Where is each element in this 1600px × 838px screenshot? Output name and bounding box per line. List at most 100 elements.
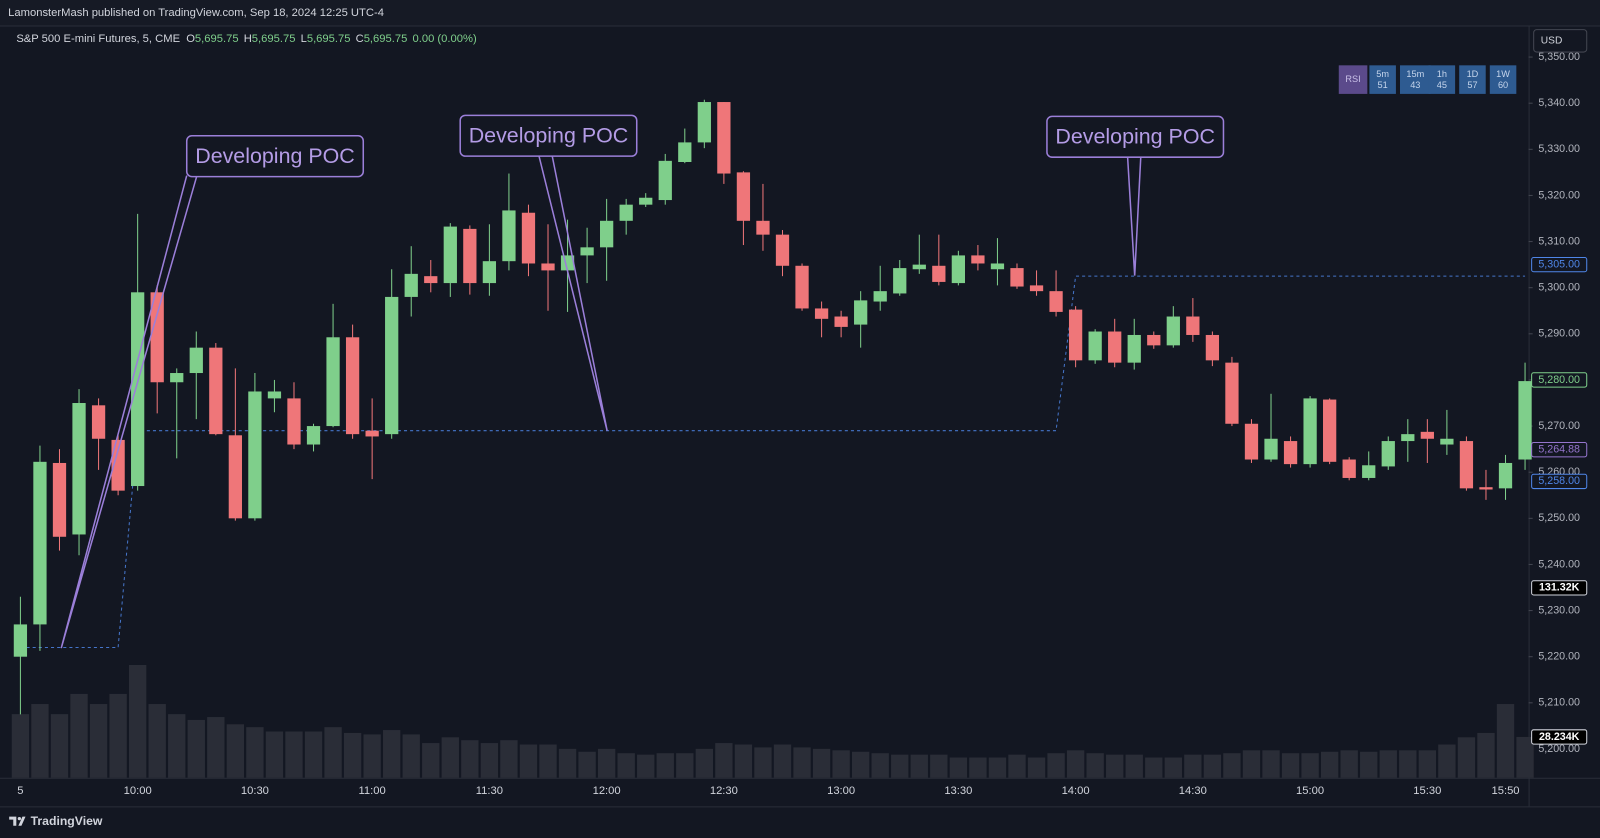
- volume-label-box: [1531, 729, 1588, 745]
- candle-body: [1381, 441, 1395, 467]
- candle-body: [385, 296, 399, 435]
- y-tick-label: 5,350.00: [1538, 51, 1580, 63]
- volume-bar: [754, 747, 772, 778]
- candle-body: [365, 430, 379, 437]
- candle-body: [893, 268, 907, 294]
- x-tick-label: 14:00: [1062, 785, 1090, 797]
- candle-body: [1166, 316, 1180, 346]
- candle-body: [111, 439, 125, 491]
- rsi-cell: [1369, 65, 1396, 94]
- volume-bar: [1242, 750, 1261, 778]
- volume-bar: [871, 753, 889, 778]
- volume-bar: [812, 748, 831, 778]
- price-label-box: [1531, 473, 1588, 490]
- candle-body: [678, 142, 692, 163]
- candle-body: [932, 265, 946, 282]
- volume-bar: [383, 730, 401, 778]
- volume-bar: [1438, 744, 1456, 778]
- volume-bar: [70, 693, 88, 778]
- volume-bar: [1047, 753, 1065, 778]
- rsi-cell: [1400, 65, 1431, 94]
- volume-bar: [578, 751, 596, 778]
- volume-bar: [500, 740, 518, 778]
- rsi-cell: [1459, 65, 1486, 94]
- volume-bar: [441, 737, 459, 778]
- x-tick-label: 11:30: [476, 785, 503, 797]
- rsi-cell: [1489, 65, 1517, 94]
- volume-bar: [226, 724, 245, 778]
- x-tick-label: 13:00: [827, 785, 855, 797]
- legend-key: O: [186, 33, 195, 45]
- candle-body: [795, 265, 809, 309]
- x-tick-label: 12:00: [593, 785, 621, 797]
- volume-bar: [597, 748, 616, 778]
- candle-body: [1420, 431, 1434, 439]
- candle-body: [1049, 291, 1063, 312]
- candle-body: [463, 228, 477, 284]
- candle-body: [658, 160, 672, 201]
- symbol-title: S&P 500 E-mini Futures, 5, CME: [16, 33, 180, 45]
- callout-text: Developing POC: [195, 144, 355, 168]
- candle-body: [834, 316, 848, 327]
- y-tick-label: 5,290.00: [1538, 328, 1580, 340]
- candle-body: [1088, 331, 1102, 361]
- rsi-label-cell: [1338, 65, 1368, 94]
- poc-line: [20, 275, 1526, 648]
- y-tick-label: 5,250.00: [1538, 512, 1580, 524]
- volume-bar: [1477, 732, 1495, 778]
- volume-bar: [109, 693, 127, 778]
- y-tick-label: 5,200.00: [1538, 743, 1580, 755]
- volume-bar: [969, 757, 987, 778]
- volume-bar: [539, 744, 557, 778]
- brand-logo: [9, 816, 26, 826]
- y-tick-label: 5,210.00: [1538, 697, 1580, 709]
- candle-body: [1459, 441, 1474, 489]
- price-label: 5,258.00: [1538, 475, 1580, 487]
- candle-body: [990, 263, 1005, 270]
- currency[interactable]: USD: [1541, 36, 1563, 47]
- volume-bar: [793, 747, 811, 778]
- rsi-value: 45: [1437, 80, 1447, 90]
- legend: S&P 500 E-mini Futures, 5, CME O5,695.75 H…: [16, 33, 477, 45]
- candle-body: [1108, 331, 1122, 363]
- volume-bar: [1066, 750, 1085, 778]
- candle-body: [306, 426, 321, 445]
- candle-body: [541, 263, 555, 271]
- volume-label-box: [1531, 580, 1588, 596]
- volume-bar: [207, 717, 225, 778]
- candle-body: [736, 172, 751, 221]
- candle-body: [404, 273, 418, 297]
- volume-bar: [1184, 754, 1202, 778]
- candle-body: [717, 102, 731, 174]
- legend-change: 0.00 (0.00%): [412, 33, 476, 45]
- volume-bar: [285, 731, 303, 778]
- y-tick-label: 5,230.00: [1538, 604, 1580, 616]
- y-tick-label: 5,310.00: [1538, 235, 1580, 247]
- candle-body: [1479, 487, 1493, 490]
- candle-body: [1029, 285, 1044, 292]
- volume-bar: [187, 719, 205, 778]
- legend-key: L: [301, 33, 307, 45]
- legend-key: H: [244, 33, 252, 45]
- volume-bar: [422, 743, 440, 778]
- candle-body: [72, 403, 86, 535]
- rsi-value: 57: [1467, 80, 1477, 90]
- volume-bar: [1457, 737, 1476, 778]
- volume-bar: [949, 757, 968, 778]
- candle-body: [287, 398, 301, 445]
- volume-bar: [1145, 757, 1163, 778]
- volume-label: 28.234K: [1539, 731, 1580, 743]
- volume-bar: [128, 664, 147, 778]
- candle-body: [619, 204, 633, 221]
- x-tick-label: 14:30: [1179, 785, 1207, 797]
- x-tick-label: 10:30: [241, 785, 269, 797]
- volume-bar: [402, 734, 420, 778]
- volume-bar: [617, 753, 635, 778]
- currency-button[interactable]: [1533, 29, 1588, 53]
- volume-bar: [715, 743, 733, 778]
- callout-text: Developing POC: [469, 123, 629, 147]
- price-label: 5,264.88: [1538, 444, 1580, 456]
- volume-bar: [1008, 754, 1026, 778]
- volume-bar: [50, 714, 69, 778]
